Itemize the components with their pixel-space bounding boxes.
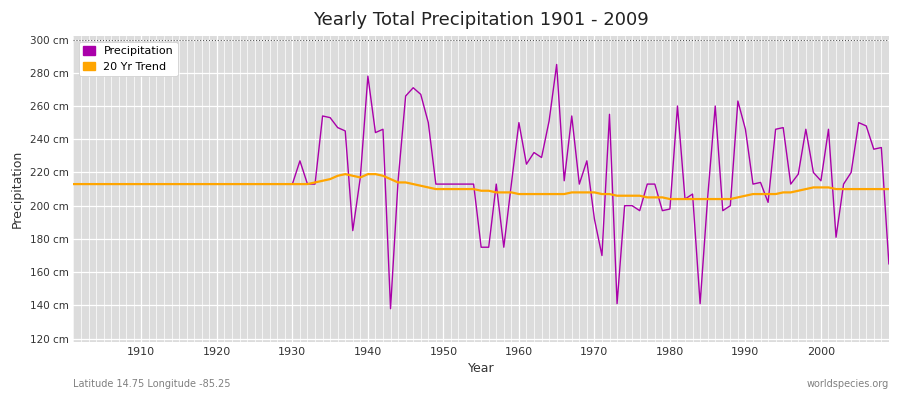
Legend: Precipitation, 20 Yr Trend: Precipitation, 20 Yr Trend bbox=[79, 42, 177, 76]
X-axis label: Year: Year bbox=[468, 362, 494, 375]
Text: worldspecies.org: worldspecies.org bbox=[806, 379, 889, 389]
Title: Yearly Total Precipitation 1901 - 2009: Yearly Total Precipitation 1901 - 2009 bbox=[313, 11, 649, 29]
Y-axis label: Precipitation: Precipitation bbox=[11, 150, 24, 228]
Text: Latitude 14.75 Longitude -85.25: Latitude 14.75 Longitude -85.25 bbox=[74, 379, 231, 389]
